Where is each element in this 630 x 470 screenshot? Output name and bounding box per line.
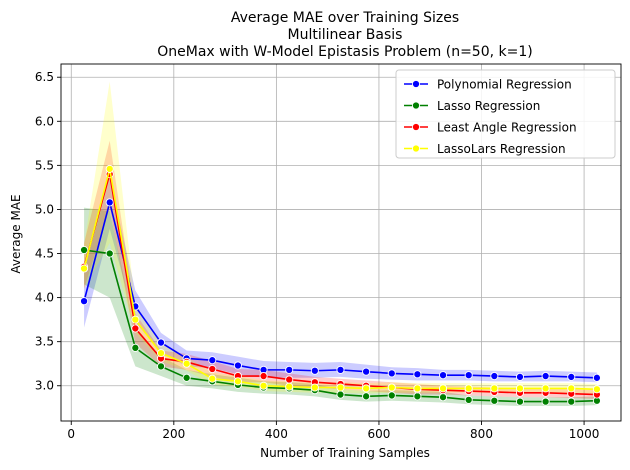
data-point: [285, 375, 294, 384]
data-point: [105, 249, 114, 258]
data-point: [131, 324, 140, 333]
data-point: [362, 384, 371, 393]
legend-label: LassoLars Regression: [437, 142, 566, 156]
legend-label: Polynomial Regression: [437, 78, 572, 92]
data-point: [515, 397, 525, 406]
data-point: [439, 393, 448, 402]
y-tick-label: 3.0: [35, 379, 54, 393]
data-point: [336, 383, 345, 392]
data-point: [567, 397, 576, 406]
data-point: [515, 384, 525, 393]
data-point: [131, 315, 140, 324]
y-tick-label: 4.5: [35, 247, 54, 261]
data-point: [464, 395, 473, 404]
x-tick-label: 600: [367, 427, 390, 441]
data-point: [156, 349, 166, 358]
data-point: [259, 381, 268, 390]
chart-title-line-1: Average MAE over Training Sizes: [231, 10, 459, 26]
x-tick-label: 800: [470, 427, 493, 441]
data-point: [362, 367, 371, 376]
data-point: [541, 397, 550, 406]
data-point: [387, 369, 396, 378]
data-point: [567, 372, 576, 381]
data-point: [208, 356, 217, 365]
x-tick-label: 0: [67, 427, 75, 441]
data-point: [490, 384, 499, 393]
legend-marker: [411, 144, 421, 153]
data-point: [310, 366, 319, 375]
data-point: [439, 371, 448, 380]
data-point: [105, 164, 114, 173]
data-point: [310, 383, 319, 392]
data-point: [182, 373, 191, 382]
data-point: [233, 361, 242, 370]
y-tick-label: 6.0: [35, 114, 54, 128]
data-point: [490, 371, 499, 381]
data-point: [105, 198, 114, 207]
data-point: [336, 390, 345, 399]
chart-title-line-2: Multilinear Basis: [288, 27, 403, 43]
y-axis-label: Average MAE: [9, 194, 23, 273]
data-point: [80, 297, 89, 306]
x-axis-label: Number of Training Samples: [260, 446, 430, 460]
x-tick-label: 400: [265, 427, 288, 441]
data-point: [387, 383, 396, 392]
data-point: [182, 359, 191, 368]
data-point: [515, 372, 525, 381]
data-point: [156, 338, 166, 347]
y-tick-label: 5.5: [35, 158, 54, 172]
data-point: [387, 391, 396, 400]
legend: Polynomial Regression Lasso Regression Lea…: [395, 69, 616, 159]
data-point: [592, 373, 601, 382]
y-tick-label: 4.0: [35, 291, 54, 305]
data-point: [80, 245, 89, 255]
data-point: [413, 392, 422, 401]
axes-frame: [60, 63, 622, 422]
y-tick-label: 3.5: [35, 335, 54, 349]
legend-marker: [411, 122, 421, 132]
y-tick-label: 5.0: [35, 202, 54, 216]
data-point: [592, 385, 601, 394]
legend-label: Lasso Regression: [437, 99, 540, 113]
data-point: [413, 370, 422, 379]
data-point: [285, 382, 294, 391]
y-tick-label: 6.5: [35, 70, 54, 84]
data-point: [541, 371, 550, 381]
data-point: [208, 374, 217, 383]
data-point: [336, 365, 345, 374]
data-point: [413, 384, 422, 393]
data-point: [464, 384, 473, 393]
legend-marker: [411, 101, 421, 110]
legend-marker: [411, 79, 421, 89]
chart-title-line-3: OneMax with W-Model Epistasis Problem (n…: [157, 44, 532, 60]
data-point: [464, 371, 473, 380]
data-point: [362, 392, 371, 401]
x-tick-label: 200: [162, 427, 185, 441]
data-point: [80, 264, 89, 273]
legend-box: [395, 69, 616, 159]
data-point: [233, 377, 242, 386]
data-point: [156, 362, 166, 371]
data-point: [541, 384, 550, 393]
data-point: [567, 384, 576, 393]
data-point: [439, 384, 448, 393]
legend-label: Least Angle Regression: [437, 121, 577, 135]
data-point: [208, 364, 217, 374]
data-point: [285, 365, 294, 374]
data-point: [259, 371, 268, 381]
plot-area: 0 200 400 600 800 1000 3.0 3.5 4.0 4.5 5.0 5.5 6.0 6.…: [35, 63, 622, 441]
x-tick-label: 1000: [569, 427, 600, 441]
data-point: [131, 343, 140, 352]
data-point: [490, 396, 499, 405]
